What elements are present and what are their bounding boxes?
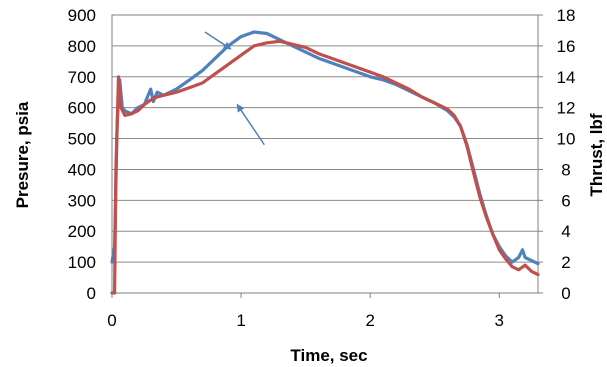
- thrust-series-line: [110, 39, 540, 295]
- y-right-tick-label: 10: [557, 130, 576, 149]
- x-tick-label: 1: [236, 311, 245, 330]
- annotation-arrow-1: [204, 31, 232, 50]
- y-left-tick-label: 800: [68, 37, 96, 56]
- pressure-series-line: [110, 30, 540, 266]
- y-left-tick-label: 0: [87, 284, 96, 303]
- y-right-tick-label: 2: [561, 253, 570, 272]
- y-right-tick-label: 12: [557, 99, 576, 118]
- y-right-tick-label: 14: [557, 68, 576, 87]
- series-layer: [110, 30, 540, 295]
- x-axis-ticks: 0 1 2 3: [107, 293, 504, 330]
- y-left-tick-label: 900: [68, 6, 96, 25]
- plot-area-border: [111, 14, 539, 294]
- x-tick-label: 0: [107, 311, 116, 330]
- y-right-tick-label: 6: [561, 191, 570, 210]
- y-left-tick-label: 700: [68, 68, 96, 87]
- y-right-axis-ticks: 0 2 4 6 8 10 12 14 16 18: [538, 6, 575, 303]
- x-tick-label: 2: [365, 311, 374, 330]
- annotation-arrow-2: [236, 103, 265, 146]
- y-left-tick-label: 600: [68, 99, 96, 118]
- y-right-axis-title: Thrust, lbf: [587, 113, 606, 196]
- y-left-tick-label: 500: [68, 130, 96, 149]
- y-right-tick-label: 4: [561, 222, 570, 241]
- x-axis-title: Time, sec: [290, 346, 367, 365]
- y-left-tick-label: 100: [68, 253, 96, 272]
- annotation-layer: [204, 31, 265, 146]
- y-left-axis-ticks: 0 100 200 300 400 500 600 700 800 900: [68, 6, 96, 303]
- y-left-tick-label: 400: [68, 160, 96, 179]
- y-right-tick-label: 18: [557, 6, 576, 25]
- y-right-tick-label: 8: [561, 160, 570, 179]
- x-tick-label: 3: [495, 311, 504, 330]
- y-left-tick-label: 200: [68, 222, 96, 241]
- grid-lines: [112, 14, 538, 263]
- y-right-tick-label: 0: [561, 284, 570, 303]
- y-right-tick-label: 16: [557, 37, 576, 56]
- y-left-axis-title: Presure, psia: [13, 101, 32, 208]
- y-left-tick-label: 300: [68, 191, 96, 210]
